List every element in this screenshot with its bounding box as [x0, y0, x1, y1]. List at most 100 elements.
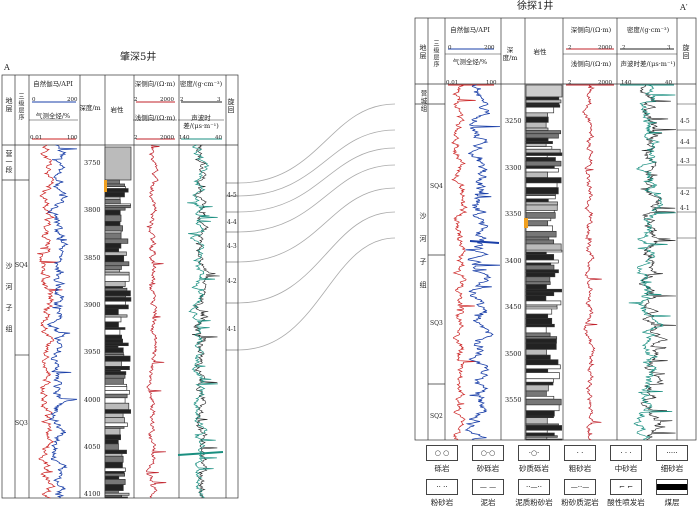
- left-lith-layer: [104, 316, 122, 323]
- right-lith-layer: [525, 171, 549, 178]
- right-lith-layer: [525, 295, 547, 302]
- left-lith-layer: [104, 386, 128, 391]
- left-gamma-curve: [46, 144, 78, 499]
- right-lith-layer: [525, 137, 549, 142]
- legend-swatch-silty-mudstone: —··—: [564, 479, 596, 495]
- legend-swatch-siltstone: ·· ··: [426, 479, 458, 495]
- left-cycle-label-0: 4-5: [227, 192, 237, 199]
- right-gas-curve: [451, 84, 476, 441]
- right-lith-layer: [525, 398, 562, 406]
- left-header-deep-res: 深侧向/(Ω·m): [134, 80, 176, 88]
- right-lith-layer: [525, 368, 549, 373]
- legend-label-siltstone: 粉砂岩: [430, 498, 454, 507]
- right-lith-layer: [525, 259, 559, 264]
- right-header-gamma: 自然伽马/API: [450, 26, 490, 34]
- right-lith-layer: [525, 220, 549, 227]
- right-lith-layer: [525, 239, 555, 245]
- right-resistivity-curve: [581, 84, 602, 441]
- left-deep-max: 2000: [160, 97, 174, 103]
- correlation-line: [237, 211, 396, 304]
- right-depth-label-5: 3500: [505, 349, 522, 358]
- left-lith-layer: [104, 238, 129, 244]
- left-lith-layer: [104, 329, 121, 336]
- right-lith-layer: [525, 204, 558, 211]
- left-profile-end-label: A: [4, 63, 10, 72]
- left-lith-layer: [104, 297, 132, 302]
- correlation-line: [237, 103, 396, 184]
- right-lith-layer: [525, 225, 553, 232]
- right-lith-layer: [525, 390, 547, 397]
- left-lith-layer: [104, 196, 121, 200]
- left-sonic-max: 40: [215, 135, 222, 141]
- legend-swatch-coal: [656, 479, 688, 495]
- right-lith-layer: [525, 254, 555, 261]
- left-lith-layer: [104, 261, 130, 267]
- right-lith-layer: [525, 148, 561, 154]
- left-lith-layer: [104, 366, 130, 371]
- left-header-sequence: 三级层序: [17, 93, 24, 121]
- right-lith-layer: [525, 417, 548, 425]
- left-lith-layer: [104, 221, 121, 227]
- right-lith-layer: [525, 359, 559, 366]
- right-gamma-max: 200: [484, 45, 495, 51]
- left-lith-layer: [104, 308, 119, 316]
- right-deep-min: 2: [568, 45, 572, 51]
- right-lith-layer: [525, 432, 555, 437]
- right-lith-layer: [525, 349, 547, 356]
- right-lith-layer: [525, 96, 560, 101]
- right-lith-layer: [525, 425, 563, 431]
- legend-label-coarse-sandstone: 粗砂岩: [568, 464, 592, 473]
- left-lith-block: [104, 146, 132, 181]
- right-gamma-spike: [469, 240, 500, 244]
- left-lith-layer: [104, 183, 125, 188]
- right-lith-layer: [525, 160, 562, 167]
- legend-swatch-muddy-siltstone: ··—··: [518, 479, 550, 495]
- right-shallow-max: 2000: [598, 80, 612, 86]
- right-depth-label-0: 3250: [505, 117, 522, 125]
- left-lith-layer: [104, 338, 123, 344]
- legend-label-muddy-siltstone: 泥质粉砂岩: [515, 498, 553, 507]
- left-depth-label-1: 3800: [84, 206, 101, 215]
- left-lith-layer: [104, 304, 129, 310]
- legend-label-silty-mudstone: 粉砂质泥岩: [561, 498, 599, 507]
- left-density-max: 3: [217, 97, 221, 103]
- left-lith-layer: [104, 422, 128, 427]
- left-depth-label-4: 3950: [84, 348, 101, 357]
- right-lith-layer: [525, 121, 547, 129]
- right-gamma-min: 0: [448, 45, 452, 51]
- right-header-gas: 气测全烃/%: [452, 58, 488, 66]
- right-lith-layer: [525, 168, 559, 173]
- right-lith-layer: [525, 146, 553, 150]
- legend-swatch-mudstone: — —: [472, 479, 504, 495]
- right-lith-layer: [525, 288, 562, 293]
- right-lith-layer: [525, 291, 555, 297]
- right-lith-layer: [525, 269, 559, 274]
- right-cycle-label-2: 4-3: [680, 158, 690, 165]
- right-depth-label-4: 3450: [505, 303, 522, 311]
- right-gamma-curve: [464, 84, 501, 441]
- left-lith-layer: [104, 484, 124, 491]
- left-lith-layer: [104, 473, 125, 477]
- left-lith-layer: [104, 360, 122, 367]
- right-header-formation: 地层: [419, 44, 427, 60]
- left-well-title: 肇深5井: [120, 52, 157, 63]
- right-lith-layer: [525, 127, 549, 131]
- left-lith-layer: [104, 439, 119, 445]
- right-lith-layer: [525, 323, 555, 328]
- correlation-line: [237, 147, 396, 213]
- left-sonic-curve: [187, 144, 218, 499]
- legend-label-acidic-volcanic: 酸性喷发岩: [607, 498, 645, 507]
- right-cycle-label-3: 4-2: [680, 190, 690, 197]
- right-lith-layer: [525, 395, 555, 400]
- left-lith-layer: [104, 355, 131, 362]
- legend-swatch-coarse-sandstone: · ·: [564, 445, 596, 461]
- right-depth-label-2: 3350: [505, 210, 522, 218]
- left-lith-layer: [104, 251, 127, 256]
- left-cycle-label-4: 4-1: [227, 326, 237, 333]
- correlation-line: [237, 129, 396, 197]
- correlation-line: [237, 187, 396, 263]
- left-header-depth: 深度/m: [79, 104, 101, 112]
- right-lith-layer: [525, 372, 560, 380]
- left-lith-layer: [104, 371, 127, 375]
- left-gas-curve: [37, 144, 63, 499]
